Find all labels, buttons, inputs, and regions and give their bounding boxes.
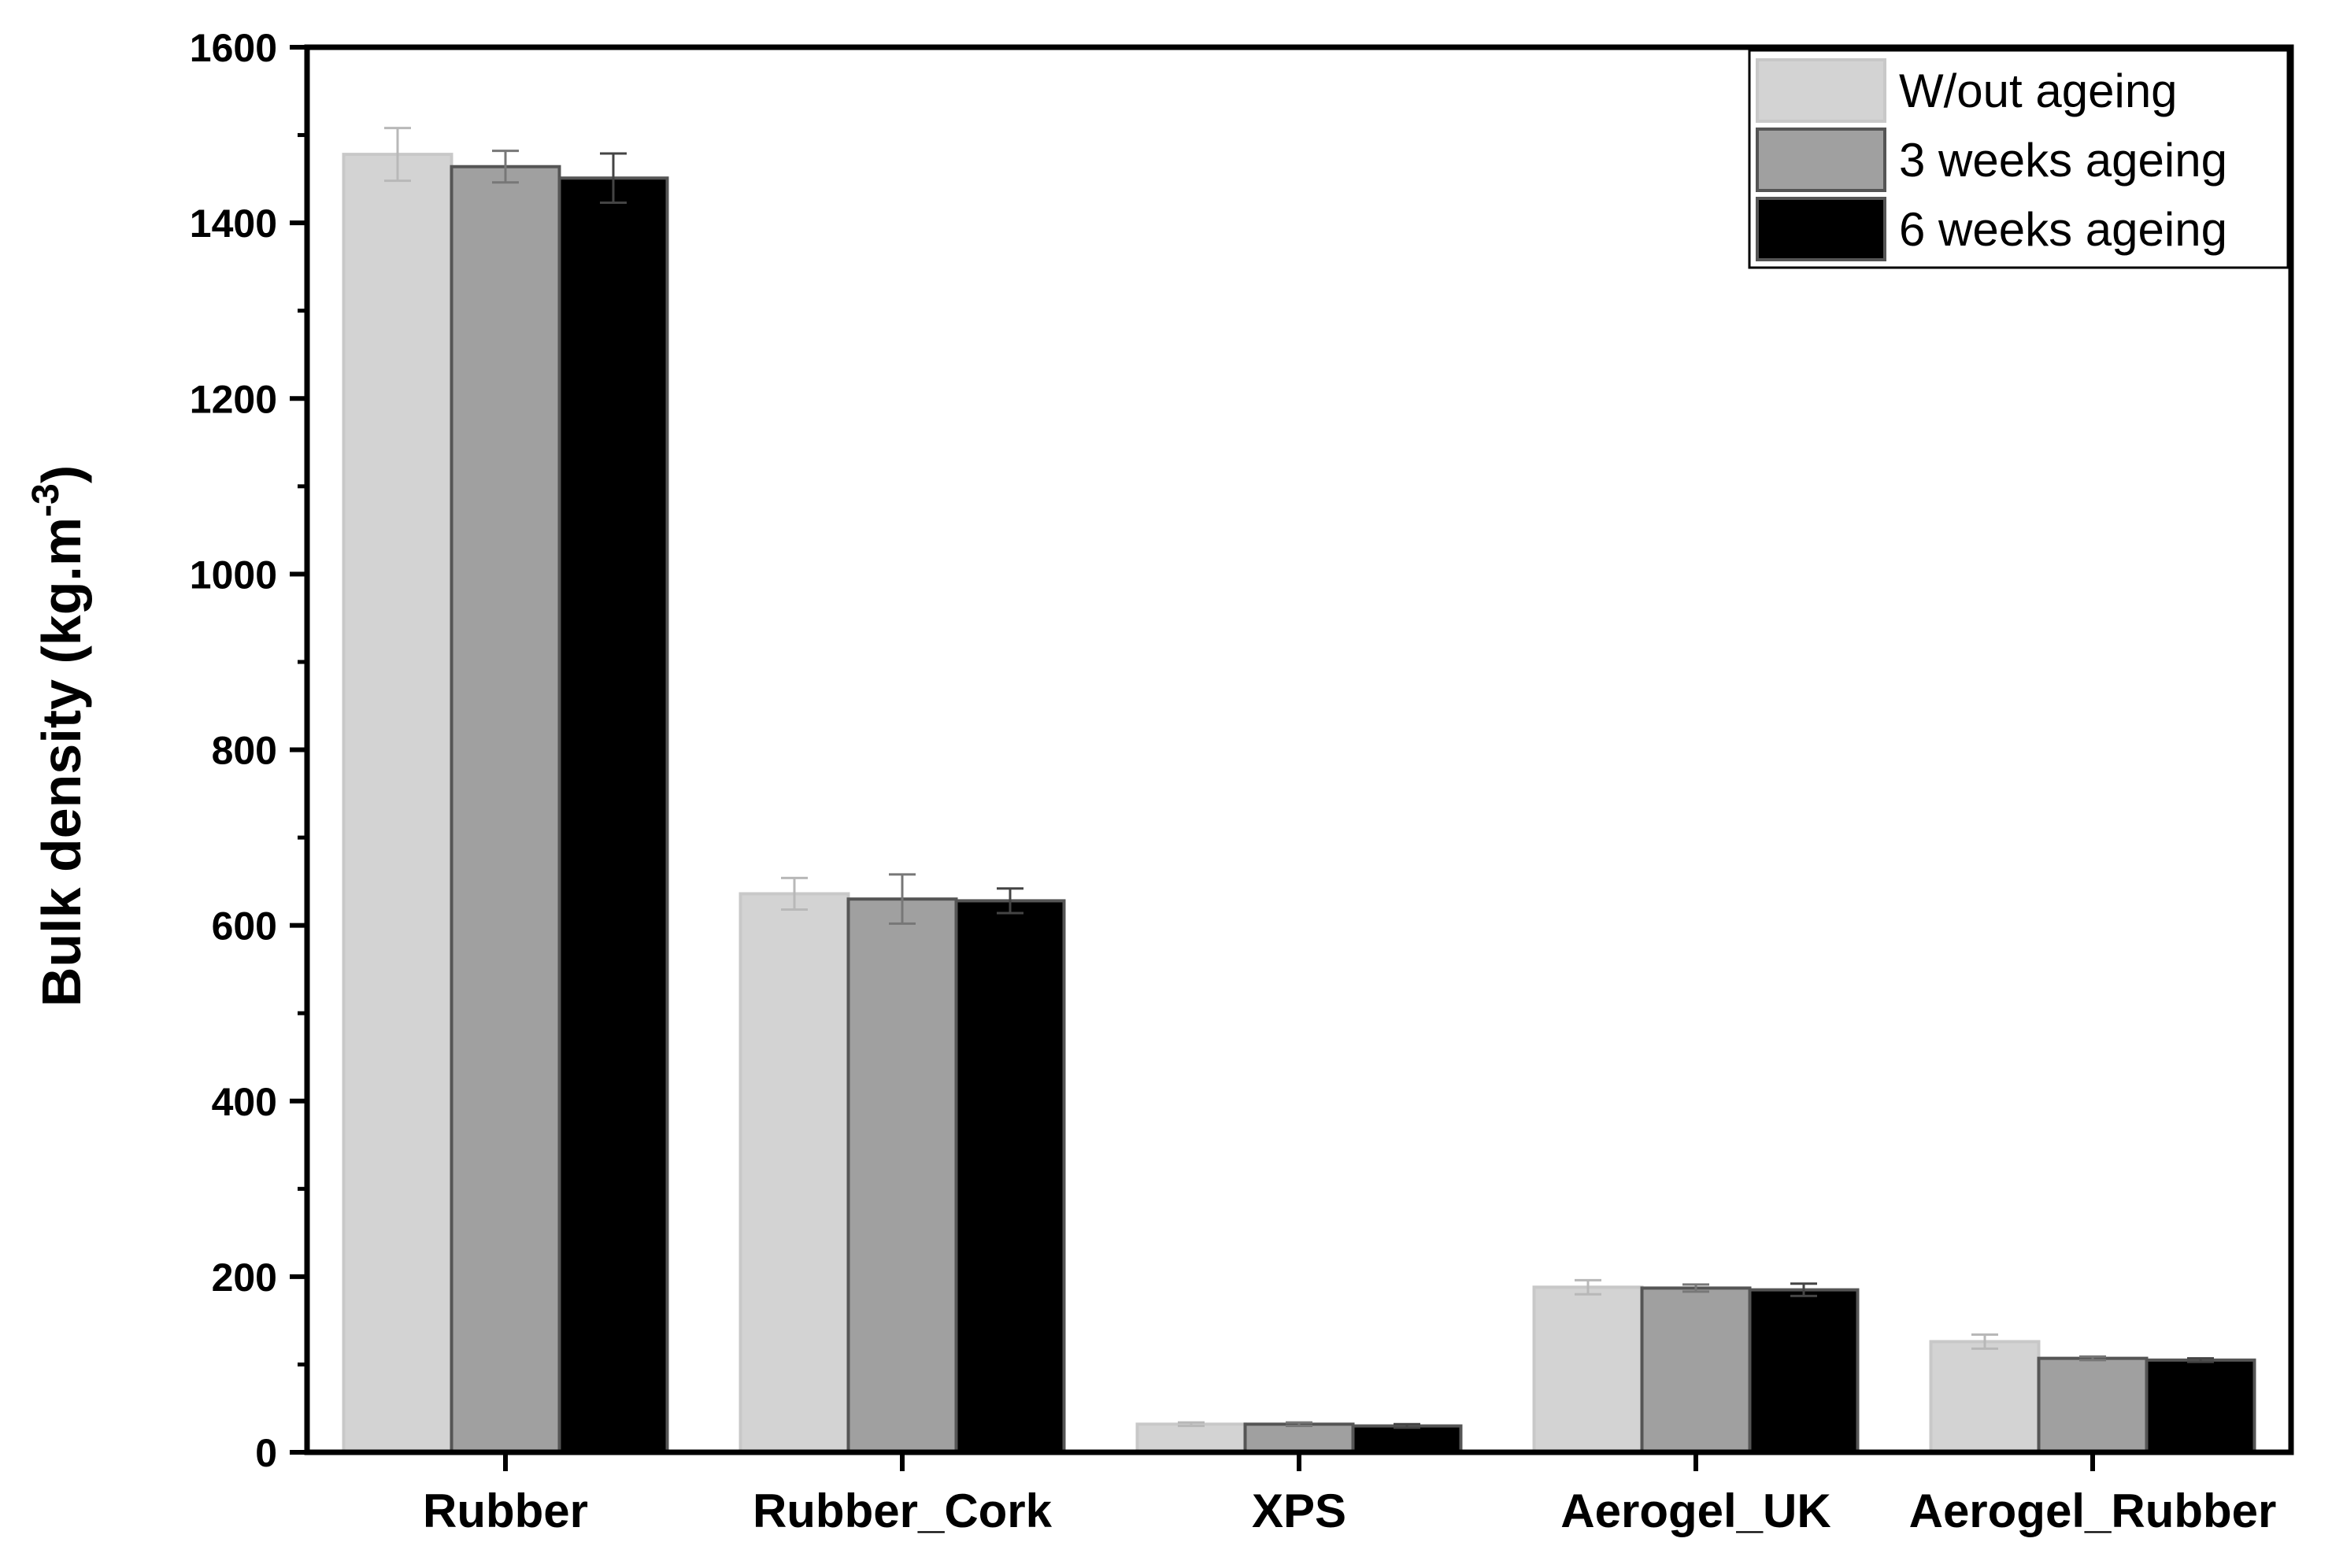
bar-w-out-ageing-xps xyxy=(1135,1422,1247,1455)
error-bar-2-3 xyxy=(1790,1282,1817,1297)
error-bar-2-0 xyxy=(600,152,627,204)
error-bar-1-1 xyxy=(889,873,916,925)
error-bar-0-0 xyxy=(384,127,411,183)
error-bar-1-4 xyxy=(2079,1355,2106,1362)
error-bar-1-0 xyxy=(492,150,519,184)
error-bar-0-3 xyxy=(1575,1278,1601,1296)
error-bar-2-1 xyxy=(997,887,1023,915)
bar-3-weeks-ageing-aerogel_rubber xyxy=(2037,1356,2149,1455)
bar-6-weeks-ageing-xps xyxy=(1351,1424,1463,1454)
axes-layer: 0 200 400 600 800 1000 1200 1400 1600 Rubber Rubbe… xyxy=(190,26,2294,1537)
legend-label-1: 3 weeks ageing xyxy=(1899,134,2227,187)
bar-6-weeks-ageing-aerogel_uk xyxy=(1748,1288,1860,1454)
bar-3-weeks-ageing-aerogel_uk xyxy=(1640,1286,1752,1455)
error-bar-0-2 xyxy=(1178,1421,1205,1428)
y-axis-title-superscript: -3 xyxy=(25,483,67,517)
error-bar-0-4 xyxy=(1971,1333,1998,1350)
legend-label-0: W/out ageing xyxy=(1899,65,2178,117)
y-tick-label-1200: 1200 xyxy=(190,377,277,421)
error-bar-2-2 xyxy=(1394,1422,1420,1429)
x-tick-label-aerogel_rubber: Aerogel_Rubber xyxy=(1909,1485,2277,1537)
x-tick-label-xps: XPS xyxy=(1252,1485,1346,1537)
y-tick-label-800: 800 xyxy=(212,729,277,773)
bars-layer xyxy=(342,127,2256,1455)
bar-6-weeks-ageing-rubber_cork xyxy=(954,899,1066,1454)
y-tick-label-600: 600 xyxy=(212,904,277,949)
legend-label-2: 6 weeks ageing xyxy=(1899,203,2227,256)
bar-3-weeks-ageing-rubber xyxy=(450,165,561,1455)
y-tick-label-1600: 1600 xyxy=(190,26,277,70)
error-bar-1-3 xyxy=(1682,1283,1709,1293)
legend-swatch-2 xyxy=(1756,197,1886,261)
y-tick-label-200: 200 xyxy=(212,1256,277,1300)
y-tick-label-1000: 1000 xyxy=(190,553,277,597)
bar-3-weeks-ageing-xps xyxy=(1243,1422,1355,1455)
bar-w-out-ageing-rubber_cork xyxy=(738,892,850,1454)
bar-w-out-ageing-aerogel_rubber xyxy=(1929,1340,2041,1455)
bar-w-out-ageing-aerogel_uk xyxy=(1532,1285,1644,1454)
y-axis-title-main: Bulk density (kg.m xyxy=(31,517,92,1007)
error-bar-1-2 xyxy=(1286,1421,1312,1428)
x-tick-label-rubber_cork: Rubber_Cork xyxy=(753,1485,1053,1537)
y-axis-title-close: ) xyxy=(31,465,92,483)
legend: W/out ageing 3 weeks ageing 6 weeks ageing xyxy=(1748,49,2289,269)
bar-3-weeks-ageing-rubber_cork xyxy=(846,897,958,1454)
y-tick-label-400: 400 xyxy=(212,1080,277,1124)
x-tick-label-aerogel_uk: Aerogel_UK xyxy=(1560,1485,1830,1537)
legend-swatch-1 xyxy=(1756,128,1886,192)
legend-swatch-0 xyxy=(1756,58,1886,123)
y-axis-title: Bulk density (kg.m-3) xyxy=(25,465,92,1007)
error-bar-2-4 xyxy=(2187,1357,2214,1363)
x-tick-label-rubber: Rubber xyxy=(423,1485,588,1537)
error-bar-0-1 xyxy=(781,876,808,912)
bar-6-weeks-ageing-rubber xyxy=(557,176,669,1454)
y-tick-label-0: 0 xyxy=(255,1431,277,1475)
bar-w-out-ageing-rubber xyxy=(342,153,453,1455)
y-tick-label-1400: 1400 xyxy=(190,202,277,246)
bar-6-weeks-ageing-aerogel_rubber xyxy=(2145,1358,2256,1454)
